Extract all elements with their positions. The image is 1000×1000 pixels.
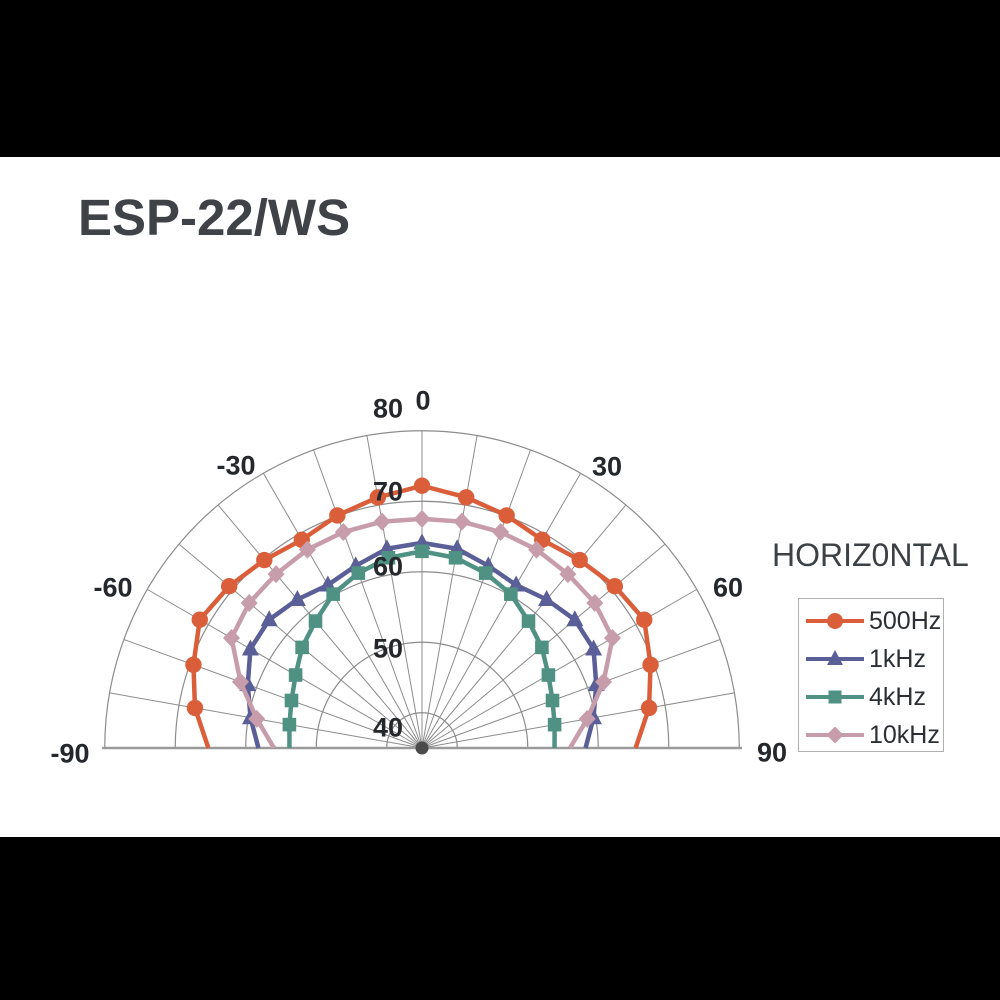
series-marker-500Hz (457, 489, 475, 506)
legend-label: 1kHz (869, 644, 926, 673)
series-marker-500Hz (413, 477, 431, 494)
angle-tick-label-90: 90 (756, 737, 788, 768)
series-marker-10kHz (231, 672, 249, 691)
radial-tick-label-60: 60 (372, 551, 404, 582)
series-marker-500Hz (606, 578, 624, 595)
legend-entry-500Hz: 500Hz (804, 603, 941, 639)
series-marker-500Hz (369, 489, 387, 506)
series-marker-4kHz (547, 717, 562, 732)
series-marker-4kHz (308, 614, 323, 628)
legend-box: 500Hz 1kHz 4kHz 10kHz (798, 598, 944, 752)
series-marker-4kHz (282, 717, 297, 732)
series-marker-500Hz (571, 551, 588, 569)
grid-spoke (366, 435, 423, 749)
series-marker-10kHz (528, 540, 546, 559)
series-marker-4kHz (545, 693, 560, 708)
legend-label: 10kHz (869, 720, 940, 749)
orientation-label: HORIZ0NTAL (772, 537, 969, 573)
series-marker-10kHz (603, 629, 621, 648)
legend-swatch-triangle-icon (806, 650, 864, 665)
series-marker-500Hz (329, 507, 346, 524)
legend-entry-4kHz: 4kHz (804, 679, 926, 715)
series-marker-10kHz (453, 512, 471, 531)
series-marker-4kHz (521, 614, 536, 628)
series-marker-1kHz (566, 610, 584, 627)
legend-label: 500Hz (869, 606, 942, 635)
series-marker-4kHz (535, 640, 549, 655)
polar-center-vertex (415, 741, 429, 755)
angle-tick-label--30: -30 (216, 450, 256, 481)
series-marker-4kHz (351, 566, 366, 580)
series-marker-1kHz (241, 639, 259, 656)
series-marker-10kHz (248, 709, 266, 728)
series-marker-500Hz (186, 699, 204, 717)
radial-tick-label-50: 50 (372, 633, 404, 664)
series-marker-500Hz (185, 656, 202, 674)
series-marker-10kHz (373, 512, 391, 531)
series-marker-10kHz (578, 709, 596, 728)
series-marker-10kHz (334, 523, 352, 542)
series-marker-4kHz (415, 544, 429, 559)
angle-tick-label-0: 0 (415, 385, 431, 416)
grid-spoke (123, 639, 423, 749)
series-marker-10kHz (267, 565, 285, 584)
series-marker-500Hz (636, 611, 653, 628)
radial-tick-label-70: 70 (372, 476, 404, 507)
series-marker-10kHz (298, 540, 316, 559)
page-title: ESP-22/WS (78, 189, 351, 246)
series-marker-500Hz (191, 611, 208, 628)
legend-label: 4kHz (869, 682, 926, 711)
grid-spoke (421, 692, 735, 749)
series-marker-1kHz (260, 610, 278, 627)
series-marker-10kHz (595, 672, 613, 691)
legend-entry-1kHz: 1kHz (804, 641, 926, 677)
series-marker-4kHz (448, 550, 463, 565)
grid-spoke (313, 449, 423, 749)
series-marker-4kHz (326, 587, 340, 601)
series-marker-500Hz (220, 578, 238, 595)
series-marker-10kHz (240, 593, 258, 612)
radial-tick-label-80: 80 (372, 393, 404, 424)
angle-tick-label--90: -90 (50, 738, 90, 769)
series-marker-4kHz (504, 587, 518, 601)
series-marker-4kHz (478, 566, 493, 580)
series-marker-500Hz (498, 507, 515, 524)
series-marker-1kHz (288, 589, 306, 606)
series-marker-500Hz (642, 656, 659, 674)
series-marker-500Hz (640, 699, 658, 717)
series-marker-1kHz (585, 639, 603, 656)
series-marker-10kHz (559, 565, 577, 584)
series-marker-10kHz (492, 523, 510, 542)
grid-spoke (262, 473, 423, 749)
series-marker-4kHz (541, 668, 556, 682)
angle-tick-label-60: 60 (712, 572, 744, 603)
series-marker-4kHz (284, 693, 299, 708)
grid-spoke (421, 473, 582, 749)
angle-tick-label-30: 30 (591, 451, 623, 482)
series-marker-10kHz (586, 593, 604, 612)
radial-tick-label-40: 40 (372, 712, 404, 743)
series-marker-10kHz (223, 629, 241, 648)
series-marker-4kHz (295, 640, 309, 655)
series-marker-1kHz (538, 589, 556, 606)
legend-swatch-diamond-icon (806, 726, 864, 744)
grid-spoke (421, 435, 478, 749)
legend-swatch-square-icon (806, 690, 864, 704)
angle-tick-label--60: -60 (93, 572, 133, 603)
grid-spoke (421, 639, 721, 749)
grid-spoke (421, 449, 531, 749)
series-marker-4kHz (381, 550, 396, 565)
legend-entry-10kHz: 10kHz (804, 717, 940, 753)
legend-swatch-circle-icon (806, 613, 864, 629)
series-marker-10kHz (413, 509, 431, 528)
series-marker-500Hz (256, 551, 273, 569)
grid-spoke (109, 692, 423, 749)
series-marker-4kHz (288, 668, 303, 682)
